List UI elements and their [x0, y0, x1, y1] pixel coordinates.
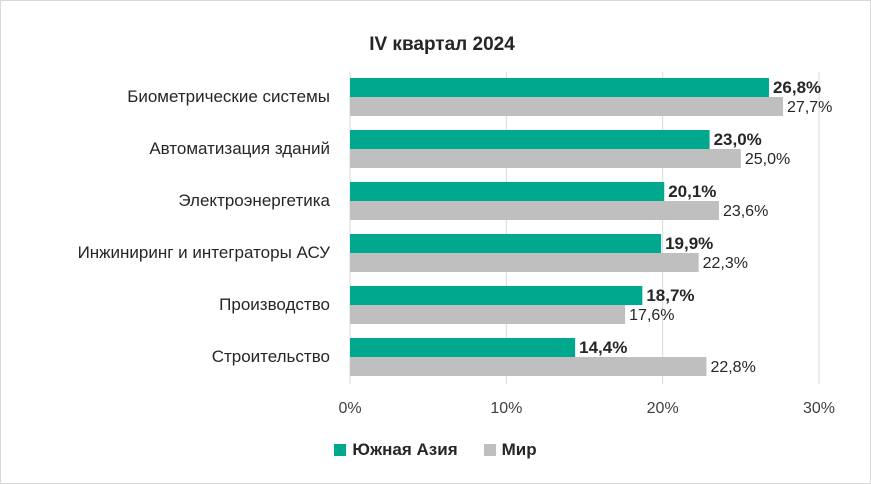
data-label-south-asia: 14,4% — [579, 338, 627, 357]
data-label-world: 17,6% — [629, 307, 674, 324]
data-label-south-asia: 26,8% — [773, 78, 821, 97]
legend-item-world: Мир — [483, 440, 537, 460]
data-label-world: 22,8% — [710, 359, 755, 376]
bar-world — [350, 357, 707, 376]
bar-south-asia — [350, 182, 665, 201]
bar-south-asia — [350, 78, 769, 97]
category-label: Биометрические системы — [127, 87, 330, 106]
category-label: Автоматизация зданий — [149, 139, 330, 158]
category-label: Инжиниринг и интеграторы АСУ — [78, 243, 331, 262]
category-label: Электроэнергетика — [178, 191, 330, 210]
legend-label-world: Мир — [501, 440, 537, 459]
bar-south-asia — [350, 234, 662, 253]
data-label-world: 25,0% — [745, 151, 790, 168]
category-label: Производство — [219, 295, 330, 314]
x-tick-label: 20% — [647, 400, 679, 417]
data-label-world: 23,6% — [723, 203, 768, 220]
bar-world — [350, 97, 784, 116]
bar-world — [350, 149, 741, 168]
legend-swatch-world — [483, 444, 496, 456]
x-tick-labels: 0% 10% 20% 30% — [338, 400, 835, 417]
data-label-world: 22,3% — [703, 255, 748, 272]
legend: Южная Азия Мир — [0, 440, 871, 460]
bar-world — [350, 201, 719, 220]
category-labels: Биометрические системы Автоматизация здан… — [78, 87, 331, 366]
data-label-south-asia: 23,0% — [714, 130, 762, 149]
bar-world — [350, 305, 626, 324]
x-tick-label: 0% — [338, 400, 361, 417]
legend-item-south-asia: Южная Азия — [334, 440, 458, 460]
bar-south-asia — [350, 130, 710, 149]
bars — [350, 78, 784, 376]
x-tick-label: 30% — [803, 400, 835, 417]
bar-south-asia — [350, 286, 643, 305]
data-labels: 26,8% 27,7% 23,0% 25,0% 20,1% 23,6% 19,9% 22,3%… — [579, 78, 832, 376]
bar-world — [350, 253, 699, 272]
data-label-south-asia: 18,7% — [646, 286, 694, 305]
chart-title: IV квартал 2024 — [369, 34, 515, 55]
legend-swatch-south-asia — [334, 444, 347, 456]
gridlines — [349, 72, 820, 384]
category-label: Строительство — [212, 347, 330, 366]
legend-label-south-asia: Южная Азия — [352, 440, 458, 459]
data-label-south-asia: 19,9% — [665, 234, 713, 253]
data-label-world: 27,7% — [787, 99, 832, 116]
bar-south-asia — [350, 338, 576, 357]
data-label-south-asia: 20,1% — [668, 182, 716, 201]
x-tick-label: 10% — [490, 400, 522, 417]
